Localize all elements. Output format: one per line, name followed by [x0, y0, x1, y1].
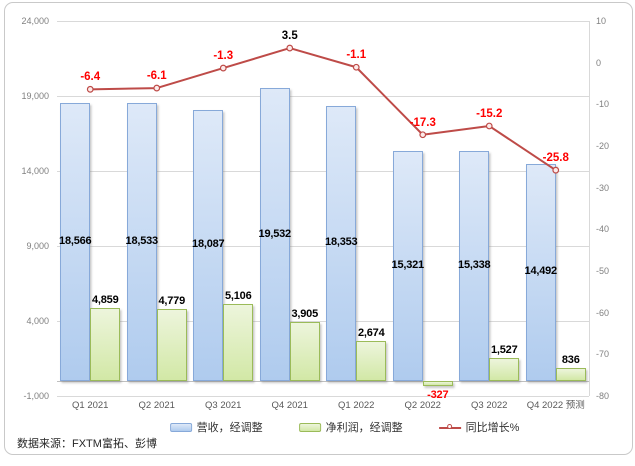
- revenue-bar: [60, 102, 91, 381]
- x-axis-label: Q2 2022: [404, 400, 441, 411]
- revenue-bar: [326, 105, 357, 381]
- revenue-bar-label: 19,532: [258, 227, 292, 240]
- revenue-bar-label: 14,492: [524, 265, 558, 278]
- revenue-bar-label: 18,087: [192, 238, 225, 251]
- revenue-bar-label: 18,353: [325, 236, 358, 249]
- right-axis: 10 0 -10 -20 -30 -40 -50 -60 -70 -80: [594, 3, 635, 408]
- revenue-bar: [525, 163, 556, 381]
- left-axis-tick: 19,000: [21, 91, 49, 101]
- growth-point-label: -25.8: [542, 152, 569, 165]
- growth-point-label: -1.1: [346, 49, 367, 62]
- profit-swatch-icon: [298, 422, 321, 432]
- chart-frame: 24,000 19,000 14,000 9,000 4,000 -1,000 10 0 -1…: [4, 2, 633, 455]
- revenue-bar-label: 18,566: [59, 234, 92, 247]
- revenue-bar-label: 15,338: [458, 258, 491, 271]
- right-axis-tick: -40: [596, 224, 610, 235]
- right-axis-tick: -50: [596, 266, 610, 276]
- growth-point-label: 3.5: [281, 30, 298, 43]
- left-axis-tick: 4,000: [26, 316, 49, 326]
- category-axis-line: [57, 380, 589, 382]
- profit-bar: [555, 368, 586, 381]
- profit-bar-label: 1,527: [490, 344, 518, 357]
- revenue-bar: [259, 88, 290, 381]
- growth-marker-icon: [552, 166, 560, 174]
- x-axis-label: Q4 2021: [271, 400, 308, 411]
- legend-label-profit: 净利润，经调整: [325, 422, 403, 434]
- gridline: [57, 95, 589, 97]
- right-axis-tick: -30: [596, 182, 610, 193]
- left-axis-tick: 14,000: [21, 166, 49, 176]
- x-axis: Q1 2021 Q2 2021 Q3 2021 Q4 2021 Q1 2022 Q2 20…: [57, 400, 589, 416]
- gridline: [57, 20, 589, 22]
- growth-point-label: -6.1: [146, 70, 167, 83]
- profit-bar-label: 4,859: [91, 294, 119, 307]
- right-axis-tick: -80: [596, 391, 610, 401]
- revenue-bar: [126, 103, 157, 381]
- gridline: [57, 320, 589, 322]
- growth-marker-icon: [485, 122, 493, 130]
- growth-point-label: -6.4: [80, 71, 101, 84]
- legend-label-revenue: 营收，经调整: [196, 422, 263, 434]
- x-axis-label: Q1 2022: [338, 400, 375, 411]
- left-axis-tick: -1,000: [23, 391, 49, 401]
- profit-bar: [156, 309, 187, 381]
- profit-bar-label: 5,106: [224, 290, 252, 303]
- right-axis-tick: -20: [596, 141, 610, 151]
- gridline: [57, 245, 589, 247]
- legend-item-profit: 净利润，经调整: [298, 419, 403, 435]
- revenue-bar-label: 18,533: [125, 235, 159, 247]
- legend-label-growth: 同比增长%: [465, 422, 520, 434]
- growth-line: [86, 44, 560, 174]
- legend-item-growth: 同比增长%: [438, 419, 520, 435]
- profit-bar-label: 2,674: [357, 326, 385, 339]
- left-axis: 24,000 19,000 14,000 9,000 4,000 -1,000: [5, 3, 51, 408]
- revenue-bar: [392, 151, 423, 381]
- growth-marker-icon: [286, 44, 294, 52]
- growth-point-label: -15.2: [476, 108, 503, 120]
- right-axis-line: [588, 21, 590, 396]
- left-axis-tick: 24,000: [21, 16, 49, 26]
- left-axis-tick: 9,000: [26, 241, 49, 251]
- profit-bar: [422, 381, 453, 386]
- gridline: [57, 395, 589, 397]
- profit-bar: [223, 304, 254, 381]
- source-note: 数据来源：FXTM富拓、彭博: [17, 438, 157, 450]
- growth-point-label: -17.3: [409, 116, 436, 129]
- right-axis-tick: -70: [596, 349, 610, 360]
- growth-marker-icon: [419, 131, 427, 139]
- x-axis-label: Q3 2022: [471, 400, 508, 411]
- profit-bar: [356, 340, 387, 381]
- right-axis-tick: 10: [596, 16, 607, 26]
- legend-item-revenue: 营收，经调整: [169, 419, 263, 435]
- profit-bar: [489, 358, 520, 381]
- right-axis-tick: -10: [596, 99, 610, 110]
- growth-marker-icon: [219, 64, 227, 72]
- revenue-bar-label: 15,321: [391, 259, 425, 272]
- profit-bar: [90, 308, 121, 381]
- growth-line-path: [90, 47, 557, 171]
- plot-area: 18,566 18,533 18,087 19,532 18,353 15,321 15,3…: [57, 20, 590, 401]
- x-axis-label: Q1 2021: [72, 400, 109, 411]
- growth-marker-icon: [153, 84, 161, 92]
- right-axis-tick: 0: [596, 57, 602, 68]
- x-axis-label: Q3 2021: [205, 400, 242, 411]
- x-axis-label: Q2 2021: [138, 400, 175, 411]
- profit-bar-label: 3,905: [291, 308, 319, 321]
- growth-point-label: -1.3: [213, 50, 234, 63]
- revenue-swatch-icon: [169, 422, 192, 432]
- gridline: [57, 170, 589, 172]
- growth-line-swatch-icon: [438, 423, 461, 432]
- profit-bar-label: 4,779: [158, 295, 186, 308]
- growth-marker-icon: [86, 85, 94, 93]
- profit-bar-label: -327: [427, 388, 449, 401]
- legend: 营收，经调整 净利润，经调整 同比增长%: [169, 419, 520, 435]
- x-axis-label: Q4 2022 预测: [526, 400, 585, 411]
- right-axis-tick: -60: [596, 307, 610, 318]
- profit-bar-label: 836: [561, 354, 580, 367]
- profit-bar: [289, 322, 320, 381]
- revenue-bar: [193, 109, 224, 381]
- revenue-bar: [459, 150, 490, 381]
- growth-marker-icon: [352, 63, 360, 71]
